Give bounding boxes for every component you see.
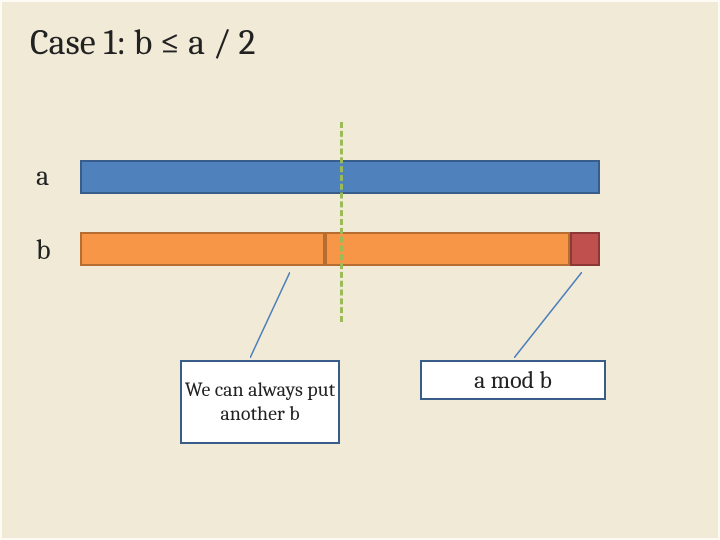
- label-b: b: [36, 234, 51, 266]
- bar-b-second: [325, 232, 570, 266]
- connector-amodb: [514, 272, 582, 358]
- box-another-b-text: We can always put another b: [182, 378, 338, 426]
- midline: [340, 122, 343, 322]
- box-amodb-text: a mod b: [474, 366, 552, 395]
- bar-remainder: [570, 232, 600, 266]
- box-amodb: a mod b: [420, 360, 606, 400]
- slide-stage: Case 1: b ≤ a / 2 a b We can always put …: [0, 0, 720, 540]
- connector-another-b: [250, 272, 290, 358]
- bar-b-first: [80, 232, 325, 266]
- label-a: a: [36, 160, 49, 192]
- slide-title: Case 1: b ≤ a / 2: [30, 22, 256, 63]
- box-another-b: We can always put another b: [180, 360, 340, 444]
